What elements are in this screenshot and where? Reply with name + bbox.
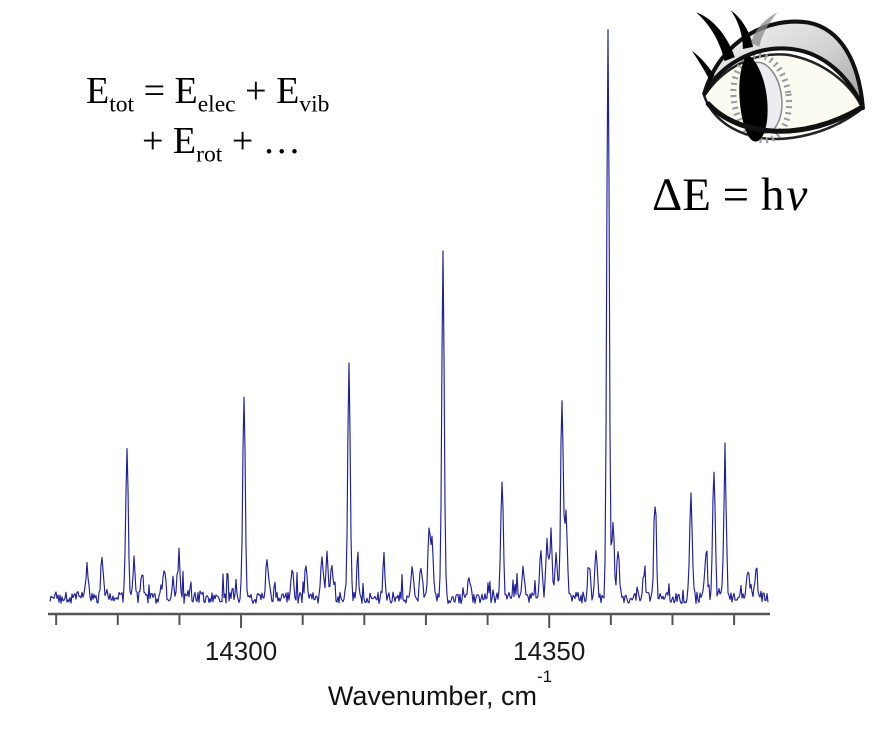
eq-term: + E: [235, 70, 300, 112]
eq-subscript: elec: [197, 91, 236, 118]
equation-line-2: + Erot + …: [142, 116, 329, 166]
eq-term: = E: [134, 70, 198, 112]
eye-icon-svg: [692, 10, 865, 144]
x-tick-label: 14300: [205, 636, 277, 666]
nu-symbol: ν: [786, 169, 808, 221]
eye-icon: [690, 8, 868, 153]
spectrum-svg: 14300 14350: [48, 29, 770, 666]
x-axis-label-text: Wavenumber, cm: [327, 681, 537, 711]
eq-term: ΔE = h: [652, 169, 785, 221]
x-axis-label-exponent: -1: [536, 667, 553, 686]
equation-line-1: Etot = Eelec + Evib: [86, 70, 329, 116]
eq-term: E: [86, 70, 110, 112]
planck-equation: ΔE = hν: [652, 168, 807, 222]
spectrum-trace: [49, 29, 769, 605]
eq-term: + …: [222, 120, 301, 163]
x-axis-label: Wavenumber, cm-1: [327, 667, 552, 712]
eq-term: + E: [142, 120, 197, 163]
spectrum-chart: 14300 14350: [40, 25, 780, 675]
eq-subscript: vib: [299, 91, 330, 118]
eq-subscript: tot: [109, 91, 135, 118]
x-tick-label: 14350: [513, 636, 585, 666]
eq-subscript: rot: [196, 141, 223, 168]
total-energy-equation: Etot = Eelec + Evib + Erot + …: [86, 66, 329, 167]
